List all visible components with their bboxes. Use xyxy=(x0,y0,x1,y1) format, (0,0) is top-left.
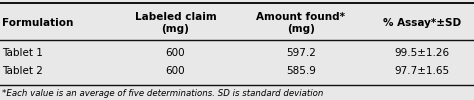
Text: Tablet 2: Tablet 2 xyxy=(2,66,43,76)
Text: % Assay*±SD: % Assay*±SD xyxy=(383,18,461,28)
Text: 600: 600 xyxy=(165,48,185,58)
Text: 585.9: 585.9 xyxy=(286,66,316,76)
Text: Formulation: Formulation xyxy=(2,18,74,28)
Text: 597.2: 597.2 xyxy=(286,48,316,58)
Text: 97.7±1.65: 97.7±1.65 xyxy=(394,66,449,76)
Text: Labeled claim
(mg): Labeled claim (mg) xyxy=(135,12,216,34)
Text: 600: 600 xyxy=(165,66,185,76)
Text: Amount found*
(mg): Amount found* (mg) xyxy=(256,12,346,34)
Text: Tablet 1: Tablet 1 xyxy=(2,48,43,58)
Text: 99.5±1.26: 99.5±1.26 xyxy=(394,48,449,58)
Text: *Each value is an average of five determinations. SD is standard deviation: *Each value is an average of five determ… xyxy=(2,89,324,98)
